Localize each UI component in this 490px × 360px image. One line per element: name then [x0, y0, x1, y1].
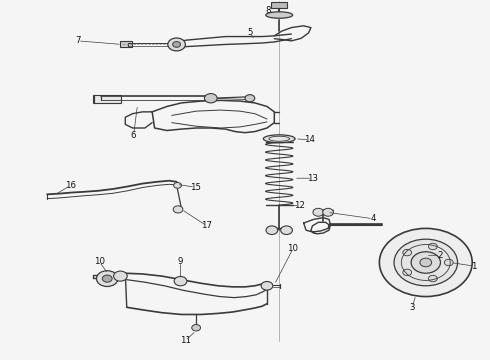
- Circle shape: [173, 183, 181, 188]
- Text: 9: 9: [178, 257, 183, 266]
- Text: 11: 11: [180, 336, 191, 345]
- Text: 1: 1: [471, 262, 476, 271]
- Circle shape: [102, 275, 112, 282]
- Circle shape: [173, 206, 183, 213]
- Circle shape: [266, 226, 278, 234]
- Circle shape: [114, 271, 127, 281]
- Text: 12: 12: [294, 201, 305, 210]
- FancyBboxPatch shape: [93, 95, 121, 103]
- Text: 2: 2: [438, 251, 443, 260]
- Ellipse shape: [266, 12, 293, 18]
- Text: 17: 17: [201, 221, 212, 230]
- Text: 14: 14: [304, 135, 315, 144]
- Circle shape: [261, 282, 273, 290]
- Text: 4: 4: [370, 214, 376, 223]
- Circle shape: [192, 324, 200, 331]
- Circle shape: [281, 226, 293, 234]
- Circle shape: [411, 252, 441, 273]
- FancyBboxPatch shape: [120, 41, 132, 47]
- Text: 8: 8: [266, 6, 271, 15]
- Circle shape: [444, 259, 453, 266]
- Circle shape: [420, 258, 432, 267]
- Text: 6: 6: [131, 131, 136, 140]
- Circle shape: [394, 239, 458, 286]
- Text: 13: 13: [307, 174, 318, 183]
- Circle shape: [172, 41, 180, 47]
- Circle shape: [174, 276, 187, 286]
- Text: 10: 10: [94, 257, 105, 266]
- Circle shape: [403, 269, 412, 276]
- Text: 7: 7: [75, 36, 81, 45]
- Circle shape: [323, 208, 333, 216]
- Text: 16: 16: [65, 181, 76, 190]
- Circle shape: [245, 95, 255, 102]
- Ellipse shape: [269, 136, 290, 141]
- Ellipse shape: [263, 135, 295, 143]
- Circle shape: [204, 94, 217, 103]
- Circle shape: [428, 243, 437, 250]
- Circle shape: [379, 228, 472, 297]
- Circle shape: [403, 249, 412, 256]
- Text: 10: 10: [287, 244, 298, 253]
- Text: 15: 15: [190, 183, 201, 192]
- FancyBboxPatch shape: [271, 2, 287, 8]
- Text: 5: 5: [247, 28, 253, 37]
- Circle shape: [313, 208, 324, 216]
- Text: 3: 3: [409, 303, 415, 312]
- Circle shape: [168, 38, 185, 51]
- Circle shape: [97, 271, 118, 287]
- Circle shape: [428, 275, 437, 282]
